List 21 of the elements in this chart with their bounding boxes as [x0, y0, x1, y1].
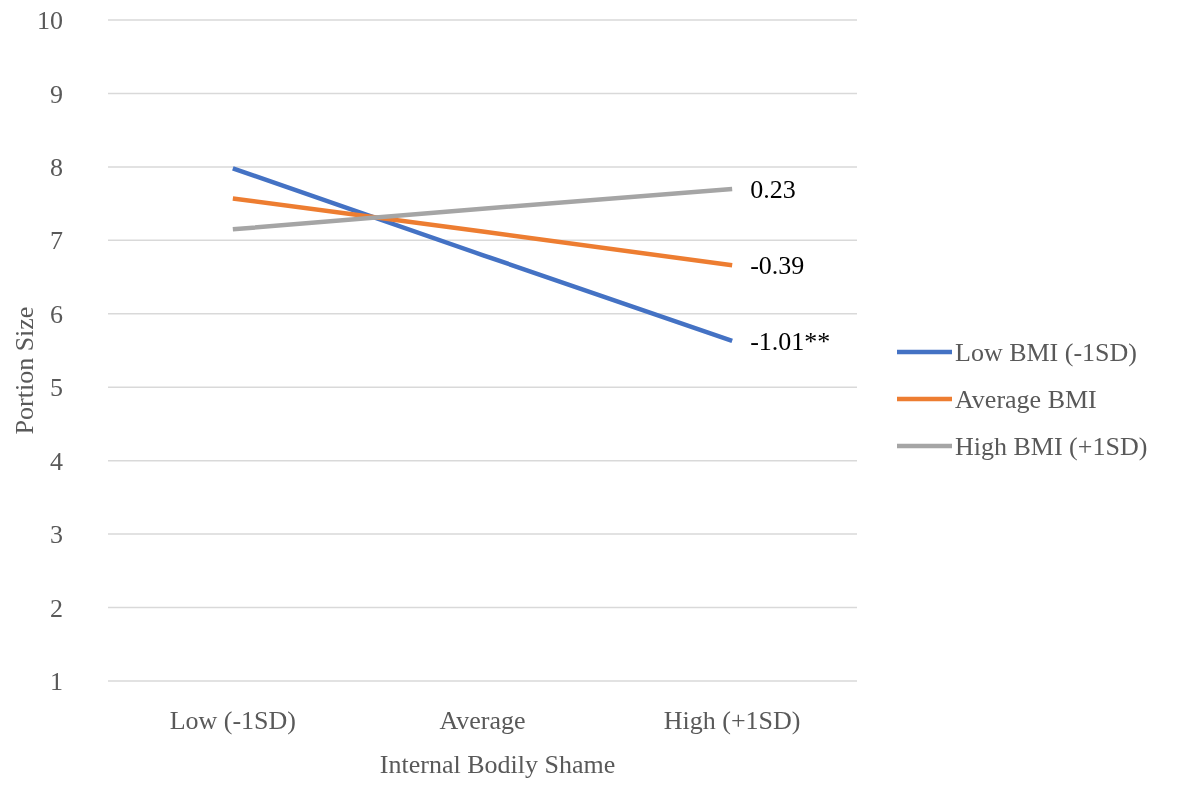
y-axis-title: Portion Size	[10, 306, 39, 435]
x-tick-label: Average	[439, 706, 526, 735]
annotation: -1.01**	[750, 327, 831, 357]
y-tick-label: 9	[50, 79, 63, 109]
annotation: 0.23	[750, 175, 796, 205]
y-tick-label: 7	[50, 226, 63, 256]
legend-label: High BMI (+1SD)	[955, 432, 1148, 462]
legend-label: Average BMI	[955, 385, 1097, 415]
y-tick-label: 5	[50, 373, 63, 403]
legend-label: Low BMI (-1SD)	[955, 338, 1137, 368]
x-tick-label: High (+1SD)	[663, 706, 801, 735]
x-axis-title: Internal Bodily Shame	[379, 750, 616, 779]
annotation: -0.39	[750, 251, 805, 281]
y-tick-label: 4	[50, 446, 63, 476]
y-tick-label: 3	[50, 520, 63, 550]
x-tick-label: Low (-1SD)	[169, 706, 297, 735]
y-tick-label: 1	[50, 667, 63, 697]
y-tick-label: 10	[37, 6, 63, 36]
y-tick-label: 8	[50, 152, 63, 182]
y-tick-label: 2	[50, 593, 63, 623]
y-tick-label: 6	[50, 299, 63, 329]
